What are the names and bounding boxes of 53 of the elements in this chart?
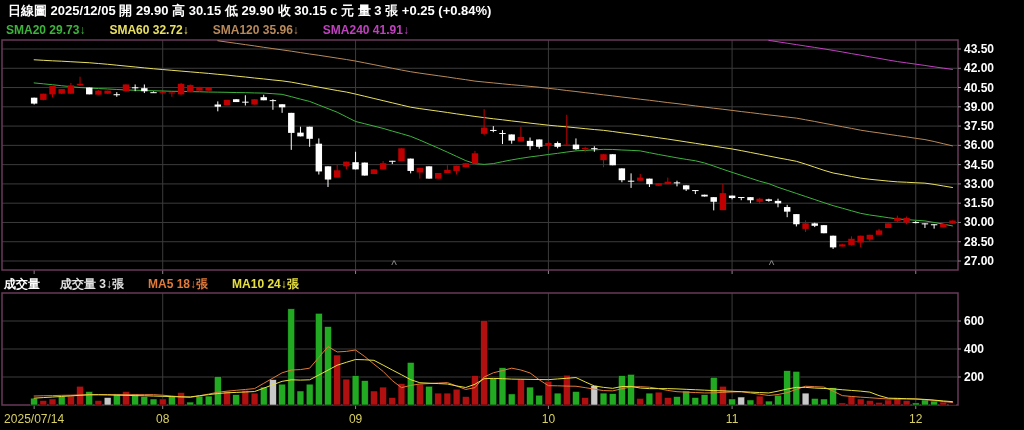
candlestick <box>930 223 938 230</box>
y-tick-label: 28.50 <box>964 234 995 249</box>
y-tick-label: 39.00 <box>964 99 995 114</box>
x-tick-label: 12 <box>909 412 923 426</box>
line-series <box>33 359 953 403</box>
y-tick-label: 27.00 <box>964 254 995 269</box>
candlestick <box>278 103 286 114</box>
chart-title: 日線圖 2025/12/05 開 29.90 高 30.15 低 29.90 收 30.15 c 元 量 3 張 +0.25 (+0.84%) <box>8 3 492 18</box>
y-tick-label: 42.00 <box>964 61 995 76</box>
candlestick <box>288 112 295 151</box>
text: SMA20 29.73↓ <box>6 23 86 37</box>
candlestick <box>627 172 635 189</box>
series-label: SMA120 35.96↓ <box>212 23 299 37</box>
text: SMA60 32.72↓ <box>109 23 189 37</box>
candlestick <box>719 183 727 211</box>
line-series <box>768 39 953 70</box>
text: MA10 24↓張 <box>232 277 300 291</box>
y-tick-label: 31.50 <box>964 196 995 211</box>
text: 成交量 3↓張 <box>59 277 126 291</box>
candlestick <box>517 126 525 143</box>
annotation: ^ <box>391 258 398 272</box>
candlestick <box>480 108 488 136</box>
line-series <box>33 82 953 227</box>
y-tick-label: 30.00 <box>964 215 995 230</box>
y-tick-label: 37.50 <box>964 119 995 134</box>
y-tick-label: 34.50 <box>964 157 995 172</box>
candlestick <box>168 91 176 98</box>
y-tick-label: 600 <box>964 314 985 328</box>
line-series <box>33 59 953 189</box>
line-series <box>33 346 953 403</box>
candlestick <box>242 94 249 107</box>
x-tick-label: 10 <box>541 412 556 426</box>
line-series <box>217 40 953 147</box>
y-tick-label: 200 <box>964 370 985 384</box>
candlestick <box>673 180 681 187</box>
candlestick <box>563 114 570 146</box>
y-tick-label: 400 <box>964 342 985 356</box>
x-tick-label: 11 <box>725 412 739 426</box>
x-tick-label: 2025/07/14 <box>4 412 65 426</box>
annotation: ^ <box>768 258 775 272</box>
y-tick-label: 40.50 <box>964 80 995 95</box>
y-tick-label: 43.50 <box>964 41 995 56</box>
candlestick <box>499 129 506 145</box>
text: SMA240 41.91↓ <box>322 23 409 37</box>
y-tick-label: 33.00 <box>964 176 995 191</box>
text: MA5 18↓張 <box>148 277 210 291</box>
candlestick <box>921 222 929 229</box>
x-tick-label: 09 <box>348 412 363 426</box>
x-tick-label: 08 <box>156 412 170 426</box>
y-tick-label: 36.00 <box>964 138 995 153</box>
chart-title: 成交量 <box>3 277 40 291</box>
candlestick <box>269 98 277 111</box>
candlestick <box>324 165 332 188</box>
